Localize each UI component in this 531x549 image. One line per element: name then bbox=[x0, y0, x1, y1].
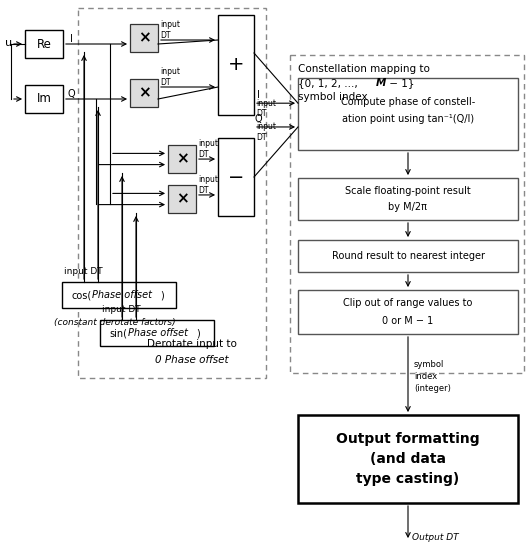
Text: input
DT: input DT bbox=[198, 175, 218, 195]
Text: Phase offset: Phase offset bbox=[92, 290, 152, 300]
Text: Re: Re bbox=[37, 37, 52, 51]
Text: input DT: input DT bbox=[64, 267, 102, 277]
Text: ×: × bbox=[138, 86, 150, 100]
Bar bbox=[168, 185, 196, 213]
Text: − 1}: − 1} bbox=[386, 78, 415, 88]
Text: input
DT: input DT bbox=[256, 122, 276, 142]
Text: Derotate input to: Derotate input to bbox=[147, 339, 237, 349]
Text: input
DT: input DT bbox=[160, 68, 180, 87]
Text: {0, 1, 2, ...,: {0, 1, 2, ..., bbox=[298, 78, 361, 88]
Text: input
DT: input DT bbox=[198, 139, 218, 159]
Text: type casting): type casting) bbox=[356, 472, 460, 486]
Text: −: − bbox=[228, 167, 244, 187]
Text: symbol: symbol bbox=[414, 360, 444, 369]
Text: Output formatting: Output formatting bbox=[336, 432, 480, 446]
Text: Q: Q bbox=[254, 114, 262, 124]
Text: symbol index: symbol index bbox=[298, 92, 367, 102]
Text: ×: × bbox=[176, 192, 189, 206]
Bar bbox=[62, 282, 176, 308]
Text: Clip out of range values to: Clip out of range values to bbox=[344, 298, 473, 308]
Text: input
DT: input DT bbox=[160, 20, 180, 40]
Text: u: u bbox=[5, 38, 12, 48]
Bar bbox=[218, 138, 254, 216]
Bar bbox=[290, 55, 524, 373]
Text: Phase offset: Phase offset bbox=[128, 328, 188, 338]
Text: Im: Im bbox=[37, 92, 52, 105]
Bar bbox=[25, 30, 63, 58]
Text: ): ) bbox=[160, 290, 164, 300]
Text: M: M bbox=[376, 78, 387, 88]
Text: ): ) bbox=[196, 328, 200, 338]
Text: Q: Q bbox=[67, 89, 75, 99]
Text: (and data: (and data bbox=[370, 452, 446, 466]
Bar bbox=[130, 24, 158, 52]
Text: Compute phase of constell-: Compute phase of constell- bbox=[341, 97, 475, 107]
Text: ation point using tan⁻¹(Q/I): ation point using tan⁻¹(Q/I) bbox=[342, 114, 474, 124]
Text: I: I bbox=[70, 34, 72, 44]
Bar bbox=[78, 8, 266, 378]
Text: input DT: input DT bbox=[102, 305, 141, 315]
Bar bbox=[130, 79, 158, 107]
Text: ×: × bbox=[138, 31, 150, 46]
Bar bbox=[298, 78, 518, 150]
Bar bbox=[25, 85, 63, 113]
Bar bbox=[168, 145, 196, 173]
Text: Constellation mapping to: Constellation mapping to bbox=[298, 64, 430, 74]
Text: by M/2π: by M/2π bbox=[389, 202, 427, 212]
Text: I: I bbox=[256, 90, 260, 100]
Text: Round result to nearest integer: Round result to nearest integer bbox=[331, 251, 484, 261]
Bar bbox=[100, 320, 214, 346]
Text: 0 Phase offset: 0 Phase offset bbox=[155, 355, 229, 365]
Text: 0 or M − 1: 0 or M − 1 bbox=[382, 316, 434, 326]
Text: (integer): (integer) bbox=[414, 384, 451, 393]
Text: Scale floating-point result: Scale floating-point result bbox=[345, 186, 471, 196]
Text: +: + bbox=[228, 55, 244, 75]
Text: cos(: cos( bbox=[71, 290, 91, 300]
Text: input
DT: input DT bbox=[256, 98, 276, 118]
Bar bbox=[298, 240, 518, 272]
Text: sin(: sin( bbox=[109, 328, 127, 338]
Bar bbox=[298, 178, 518, 220]
Text: index: index bbox=[414, 372, 437, 381]
Text: Output DT: Output DT bbox=[412, 533, 459, 541]
Bar bbox=[218, 15, 254, 115]
Bar bbox=[298, 290, 518, 334]
Text: ×: × bbox=[176, 152, 189, 166]
Bar bbox=[298, 415, 518, 503]
Text: (constant derotate factors): (constant derotate factors) bbox=[54, 317, 176, 327]
